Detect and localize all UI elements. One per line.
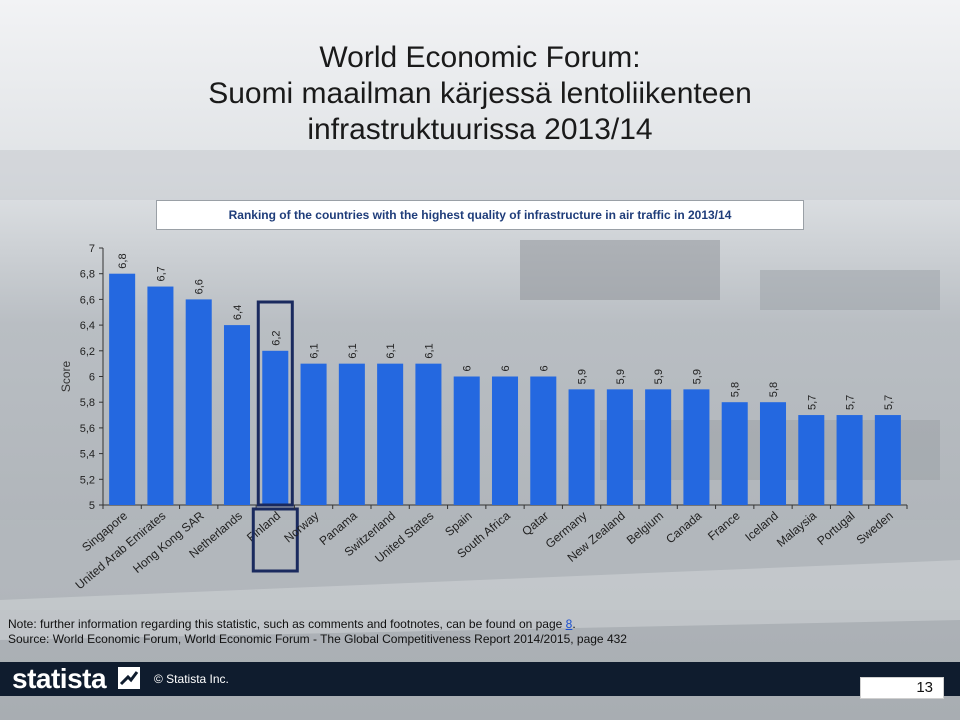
bar bbox=[759, 402, 787, 505]
source-text: Source: World Economic Forum, World Econ… bbox=[8, 632, 627, 646]
value-label: 6,1 bbox=[385, 343, 397, 358]
bar bbox=[338, 363, 365, 505]
bar bbox=[836, 415, 863, 505]
note-prefix: Note: further information regarding this… bbox=[8, 617, 566, 631]
y-tick-label: 6,6 bbox=[80, 294, 95, 306]
value-label: 6,8 bbox=[117, 253, 129, 268]
highlight-box bbox=[256, 300, 294, 507]
bar bbox=[568, 389, 595, 505]
bar bbox=[683, 389, 710, 505]
note-page-link[interactable]: 8 bbox=[565, 617, 573, 631]
bar bbox=[300, 363, 327, 505]
bar bbox=[530, 376, 557, 505]
bar bbox=[645, 389, 672, 505]
y-tick-label: 6,4 bbox=[80, 320, 95, 332]
category-label: Qatar bbox=[519, 509, 551, 539]
chart-subtitle: Ranking of the countries with the highes… bbox=[156, 200, 804, 230]
y-tick-label: 7 bbox=[89, 243, 95, 255]
title-line-2: Suomi maailman kärjessä lentoliikenteen bbox=[208, 77, 752, 110]
bar bbox=[606, 389, 633, 505]
page-number: 13 bbox=[916, 679, 933, 696]
page-number-box: 13 bbox=[860, 677, 944, 699]
statista-logo-icon bbox=[118, 667, 140, 689]
y-tick-label: 5 bbox=[89, 500, 95, 512]
bar bbox=[721, 402, 748, 505]
value-label: 6,1 bbox=[423, 343, 435, 358]
bar bbox=[262, 350, 289, 505]
value-label: 5,9 bbox=[653, 369, 665, 384]
category-label: Portugal bbox=[814, 509, 857, 548]
bar bbox=[185, 299, 212, 505]
value-label: 6 bbox=[462, 365, 474, 371]
category-label: Spain bbox=[442, 509, 475, 539]
y-tick-label: 6,8 bbox=[80, 269, 95, 281]
footer-bar: statista © Statista Inc. bbox=[0, 662, 960, 696]
bar bbox=[415, 363, 442, 505]
highlight-label-box bbox=[251, 507, 299, 573]
y-tick-label: 5,4 bbox=[80, 449, 95, 461]
value-label: 5,8 bbox=[730, 382, 742, 397]
bar bbox=[147, 286, 174, 505]
value-label: 5,9 bbox=[577, 369, 589, 384]
y-tick-label: 5,6 bbox=[80, 423, 95, 435]
value-label: 6 bbox=[500, 365, 512, 371]
bar bbox=[491, 376, 519, 505]
copyright-text: © Statista Inc. bbox=[154, 672, 229, 686]
y-tick-label: 6 bbox=[89, 372, 95, 384]
category-label: Belgium bbox=[624, 509, 666, 548]
y-tick-label: 5,2 bbox=[80, 474, 95, 486]
value-label: 6,7 bbox=[155, 266, 167, 281]
value-label: 6,4 bbox=[232, 305, 244, 320]
value-label: 5,7 bbox=[806, 395, 818, 410]
note-text: Note: further information regarding this… bbox=[8, 617, 576, 631]
y-tick-label: 6,2 bbox=[80, 346, 95, 358]
value-label: 6,1 bbox=[347, 343, 359, 358]
title-line-3: infrastruktuurissa 2013/14 bbox=[307, 113, 653, 146]
y-axis-label: Score bbox=[59, 361, 73, 393]
category-label: Sweden bbox=[854, 509, 896, 548]
bar bbox=[223, 325, 251, 505]
bar-chart: 55,25,45,65,866,26,46,66,87Score6,8Singa… bbox=[59, 243, 908, 592]
value-label: 5,7 bbox=[845, 395, 857, 410]
category-label: Finland bbox=[244, 509, 283, 545]
statista-logo[interactable]: statista bbox=[12, 663, 107, 694]
page-title: World Economic Forum: Suomi maailman kär… bbox=[0, 40, 960, 148]
category-label: Malaysia bbox=[774, 508, 820, 549]
category-label: France bbox=[705, 508, 743, 543]
value-label: 6,1 bbox=[309, 343, 321, 358]
value-label: 5,7 bbox=[883, 395, 895, 410]
value-label: 6,6 bbox=[194, 279, 206, 294]
bar bbox=[874, 415, 901, 505]
value-label: 5,9 bbox=[691, 369, 703, 384]
y-tick-label: 5,8 bbox=[80, 397, 95, 409]
value-label: 5,8 bbox=[768, 382, 780, 397]
value-label: 5,9 bbox=[615, 369, 627, 384]
value-label: 6 bbox=[538, 365, 550, 371]
bar bbox=[109, 273, 136, 505]
value-label: 6,2 bbox=[270, 331, 282, 346]
category-label: Canada bbox=[663, 508, 704, 546]
bar bbox=[798, 415, 825, 505]
title-line-1: World Economic Forum: bbox=[319, 41, 641, 74]
note-suffix: . bbox=[572, 617, 576, 631]
bar bbox=[453, 376, 480, 505]
bar bbox=[377, 363, 404, 505]
category-label: Norway bbox=[281, 509, 321, 546]
